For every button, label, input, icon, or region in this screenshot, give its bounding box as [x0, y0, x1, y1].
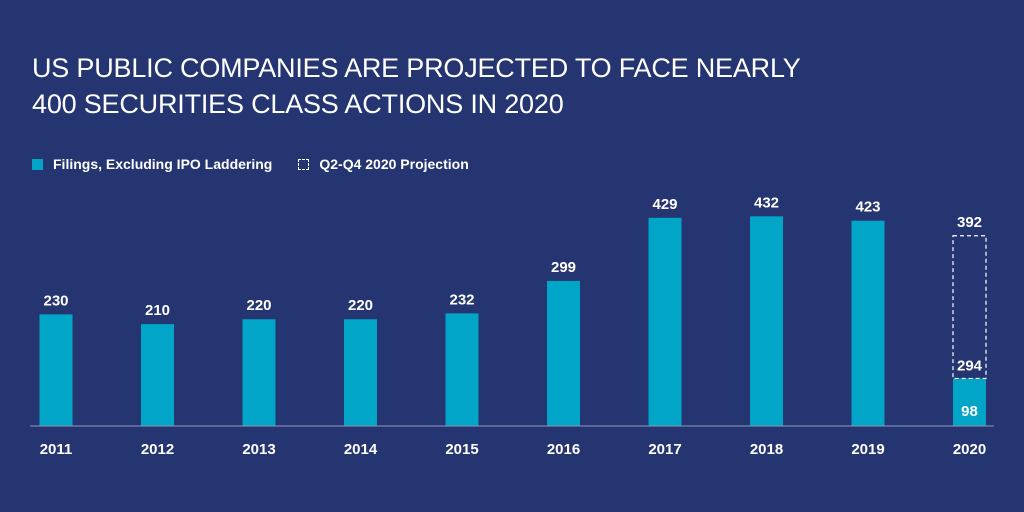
bar-2013 — [242, 319, 276, 426]
legend-item-filings: Filings, Excluding IPO Laddering — [32, 156, 272, 172]
bar-value-label-2019: 423 — [855, 199, 880, 216]
chart-title: US PUBLIC COMPANIES ARE PROJECTED TO FAC… — [32, 50, 932, 122]
bar-value-label-2012: 210 — [145, 302, 170, 319]
x-tick-label-2015: 2015 — [445, 441, 478, 458]
x-tick-label-2018: 2018 — [750, 441, 783, 458]
bar-2015 — [445, 313, 479, 426]
bar-value-label-2013: 220 — [246, 297, 271, 314]
x-tick-label-2020: 2020 — [953, 441, 986, 458]
legend-label-projection: Q2-Q4 2020 Projection — [319, 156, 469, 172]
x-tick-label-2017: 2017 — [648, 441, 681, 458]
bar-2019 — [851, 220, 885, 426]
legend-item-projection: Q2-Q4 2020 Projection — [298, 156, 469, 172]
bar-2020 — [953, 378, 986, 426]
legend-swatch-filings — [32, 158, 43, 170]
bar-2016 — [547, 280, 580, 426]
bar-2012 — [141, 324, 174, 426]
bar-value-label-2020: 98 — [961, 403, 978, 420]
bar-2011 — [39, 314, 73, 426]
legend-label-filings: Filings, Excluding IPO Laddering — [53, 156, 273, 172]
x-tick-label-2014: 2014 — [344, 441, 378, 458]
bar-value-label-2016: 299 — [551, 259, 576, 276]
bar-value-label-2018: 432 — [754, 194, 779, 211]
bar-value-label-2014: 220 — [348, 297, 373, 314]
bar-value-label-2017: 429 — [652, 196, 677, 213]
bar-value-label-2011: 230 — [43, 292, 68, 309]
bar-2018 — [750, 216, 783, 426]
bar-value-label-2015: 232 — [449, 291, 474, 308]
title-line-2: 400 SECURITIES CLASS ACTIONS IN 2020 — [32, 89, 564, 119]
x-tick-label-2013: 2013 — [242, 441, 275, 458]
bar-2017 — [648, 217, 682, 426]
x-tick-label-2016: 2016 — [547, 441, 580, 458]
x-tick-label-2011: 2011 — [40, 441, 73, 458]
bar-2014 — [344, 319, 377, 426]
title-line-1: US PUBLIC COMPANIES ARE PROJECTED TO FAC… — [32, 53, 801, 83]
projection-bar-2020 — [952, 235, 987, 380]
x-tick-label-2019: 2019 — [851, 441, 884, 458]
projection-value-label-2020: 294 — [957, 357, 983, 374]
legend-swatch-projection — [298, 158, 310, 170]
total-value-label-2020: 392 — [957, 214, 982, 231]
legend: Filings, Excluding IPO Laddering Q2-Q4 2… — [32, 154, 495, 174]
x-tick-label-2012: 2012 — [141, 441, 174, 458]
